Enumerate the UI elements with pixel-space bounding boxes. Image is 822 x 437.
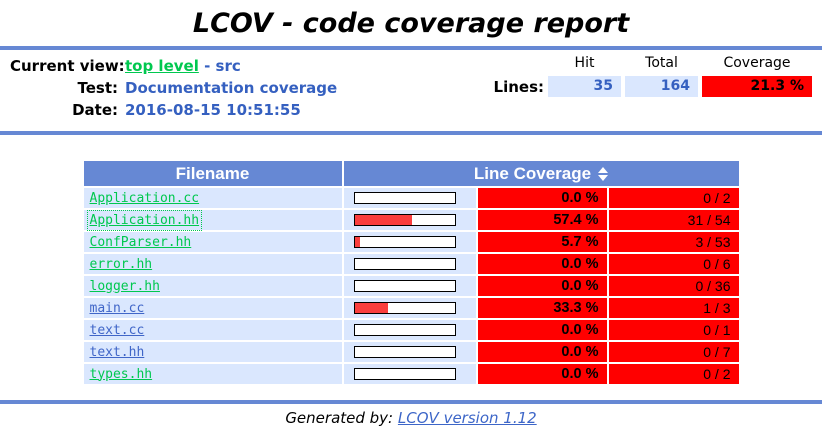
coverage-bar-cell <box>343 210 476 230</box>
current-view-label: Current view: <box>10 57 125 75</box>
file-link[interactable]: ConfParser.hh <box>89 234 192 250</box>
coverage-bar <box>353 280 456 292</box>
table-row: types.hh 0.0 % 0 / 2 <box>83 364 739 384</box>
footer: Generated by: LCOV version 1.12 <box>0 409 822 427</box>
date-value: 2016-08-15 10:51:55 <box>125 101 301 119</box>
coverage-bar-cell <box>343 232 476 252</box>
test-value: Documentation coverage <box>125 79 338 97</box>
table-row: Application.cc 0.0 % 0 / 2 <box>83 188 739 208</box>
coverage-bar-cell <box>343 298 476 318</box>
header-divider <box>0 131 822 135</box>
sort-icon[interactable] <box>598 166 609 181</box>
table-row: logger.hh 0.0 % 0 / 36 <box>83 276 739 296</box>
coverage-bar <box>353 192 456 204</box>
filename-cell: error.hh <box>83 254 342 274</box>
summary-stats: Hit Total Coverage Lines: 35 164 21.3 % <box>480 55 812 97</box>
coverage-bar-cell <box>343 276 476 296</box>
coverage-bar <box>353 368 456 380</box>
coverage-ratio-cell: 0 / 1 <box>608 320 739 340</box>
coverage-bar-cell <box>343 320 476 340</box>
coverage-table: Filename Line Coverage Application.cc 0.… <box>83 161 739 384</box>
file-link[interactable]: main.cc <box>89 300 145 316</box>
filename-cell: main.cc <box>83 298 342 318</box>
coverage-ratio-cell: 3 / 53 <box>608 232 739 252</box>
coverage-percent-cell: 0.0 % <box>477 254 607 274</box>
coverage-percent-cell: 0.0 % <box>477 188 607 208</box>
report-header: Current view: top level - src Test: Docu… <box>0 50 822 124</box>
coverage-table-body: Application.cc 0.0 % 0 / 2 Application.h… <box>83 188 739 384</box>
file-link[interactable]: error.hh <box>89 256 153 272</box>
date-label: Date: <box>72 101 118 119</box>
filename-cell: Application.hh <box>83 209 342 231</box>
coverage-percent-cell: 0.0 % <box>477 342 607 362</box>
report-meta: Current view: top level - src Test: Docu… <box>10 57 812 119</box>
generated-by-label: Generated by: <box>285 409 394 427</box>
coverage-ratio-cell: 0 / 6 <box>608 254 739 274</box>
table-row: main.cc 33.3 % 1 / 3 <box>83 298 739 318</box>
coverage-ratio-cell: 1 / 3 <box>608 298 739 318</box>
table-row: ConfParser.hh 5.7 % 3 / 53 <box>83 232 739 252</box>
current-view-path: - src <box>204 57 241 75</box>
file-link[interactable]: logger.hh <box>89 278 160 294</box>
line-coverage-column-header[interactable]: Line Coverage <box>343 161 739 186</box>
coverage-bar-cell <box>343 254 476 274</box>
file-link[interactable]: text.cc <box>89 322 145 338</box>
table-row: error.hh 0.0 % 0 / 6 <box>83 254 739 274</box>
coverage-column-header: Coverage <box>723 55 791 71</box>
coverage-bar-fill <box>354 303 388 313</box>
filename-cell: types.hh <box>83 364 342 384</box>
file-link[interactable]: text.hh <box>89 344 145 360</box>
table-row: text.cc 0.0 % 0 / 1 <box>83 320 739 340</box>
top-divider <box>0 46 822 50</box>
lines-total-value: 164 <box>625 76 698 97</box>
coverage-percent-cell: 5.7 % <box>477 232 607 252</box>
coverage-ratio-cell: 0 / 2 <box>608 364 739 384</box>
table-row: text.hh 0.0 % 0 / 7 <box>83 342 739 362</box>
footer-divider <box>0 400 822 404</box>
top-level-link[interactable]: top level <box>125 57 199 75</box>
table-row: Application.hh 57.4 % 31 / 54 <box>83 209 739 231</box>
coverage-ratio-cell: 0 / 2 <box>608 188 739 208</box>
coverage-percent-cell: 57.4 % <box>477 210 607 230</box>
lcov-version-link[interactable]: LCOV version 1.12 <box>397 409 537 427</box>
coverage-bar-fill <box>354 237 361 247</box>
lines-hit-value: 35 <box>548 76 621 97</box>
coverage-percent-cell: 0.0 % <box>477 276 607 296</box>
coverage-percent-cell: 33.3 % <box>477 298 607 318</box>
coverage-ratio-cell: 31 / 54 <box>608 210 739 230</box>
filename-cell: Application.cc <box>83 188 342 208</box>
filename-cell: logger.hh <box>83 276 342 296</box>
line-coverage-header-label: Line Coverage <box>473 164 592 183</box>
coverage-bar <box>353 258 456 270</box>
filename-cell: ConfParser.hh <box>83 232 342 252</box>
coverage-ratio-cell: 0 / 7 <box>608 342 739 362</box>
file-link[interactable]: types.hh <box>89 366 153 382</box>
file-link[interactable]: Application.cc <box>89 190 200 206</box>
coverage-bar <box>353 324 456 336</box>
page-title: LCOV - code coverage report <box>192 8 630 39</box>
test-label: Test: <box>77 79 118 97</box>
hit-column-header: Hit <box>574 55 595 71</box>
filename-cell: text.hh <box>83 342 342 362</box>
coverage-percent-cell: 0.0 % <box>477 320 607 340</box>
filename-column-header: Filename <box>83 161 342 186</box>
coverage-bar-fill <box>354 215 412 225</box>
lines-label: Lines: <box>493 77 544 96</box>
coverage-bar <box>353 214 456 226</box>
coverage-percent-cell: 0.0 % <box>477 364 607 384</box>
coverage-table-header: Filename Line Coverage <box>83 161 739 186</box>
coverage-bar-cell <box>343 342 476 362</box>
coverage-bar <box>353 302 456 314</box>
filename-cell: text.cc <box>83 320 342 340</box>
coverage-bar <box>353 236 456 248</box>
lines-coverage-value: 21.3 % <box>702 76 812 97</box>
coverage-ratio-cell: 0 / 36 <box>608 276 739 296</box>
coverage-bar <box>353 346 456 358</box>
coverage-bar-cell <box>343 188 476 208</box>
file-link[interactable]: Application.hh <box>86 209 203 231</box>
coverage-bar-cell <box>343 364 476 384</box>
current-view-value: top level - src <box>125 57 812 75</box>
total-column-header: Total <box>645 55 678 71</box>
